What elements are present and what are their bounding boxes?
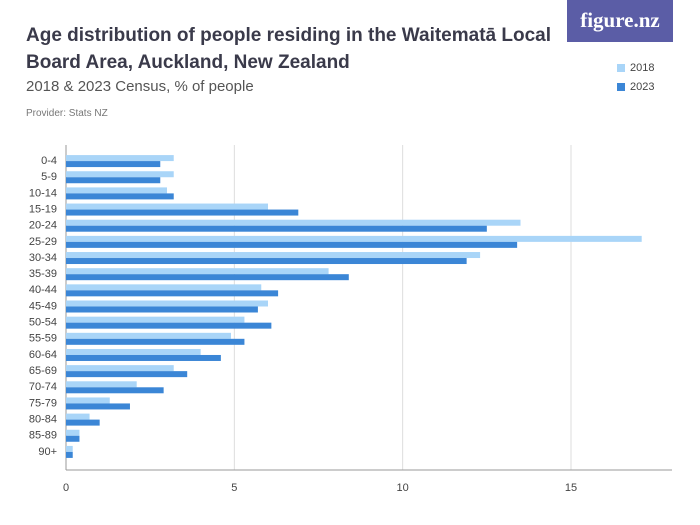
bar <box>66 445 73 452</box>
y-tick-label: 40-44 <box>29 284 57 296</box>
bar <box>66 258 467 265</box>
bar <box>66 435 80 442</box>
bar <box>66 290 279 297</box>
y-tick-label: 30-34 <box>29 252 57 264</box>
chart-title: Age distribution of people residing in t… <box>26 25 552 73</box>
bar <box>66 348 201 355</box>
bar <box>66 332 231 339</box>
bar <box>66 371 188 378</box>
legend-swatch <box>617 64 625 72</box>
bar <box>66 209 299 216</box>
brand-logo: figure.nz <box>567 0 673 42</box>
bar <box>66 419 100 426</box>
bar <box>66 316 245 323</box>
legend-label: 2023 <box>630 81 654 93</box>
legend-label: 2018 <box>630 62 654 74</box>
legend-swatch <box>617 83 625 91</box>
bar <box>66 225 487 232</box>
x-tick-label: 0 <box>63 482 69 494</box>
bar <box>66 381 137 388</box>
y-tick-label: 15-19 <box>29 203 57 215</box>
bar <box>66 397 110 404</box>
y-tick-label: 85-89 <box>29 430 57 442</box>
y-tick-label: 20-24 <box>29 220 57 232</box>
bar <box>66 268 329 275</box>
bar <box>66 155 174 162</box>
bar <box>66 306 258 313</box>
y-tick-label: 0-4 <box>41 155 57 167</box>
bar <box>66 177 161 184</box>
y-tick-label: 35-39 <box>29 268 57 280</box>
y-tick-label: 25-29 <box>29 236 57 248</box>
y-tick-label: 50-54 <box>29 317 57 329</box>
y-tick-label: 60-64 <box>29 349 57 361</box>
bar <box>66 387 164 394</box>
bar <box>66 252 481 259</box>
y-tick-label: 45-49 <box>29 300 57 312</box>
y-tick-label: 55-59 <box>29 333 57 345</box>
bar <box>66 300 268 307</box>
bar <box>66 219 521 226</box>
source: Provider: Stats NZ <box>26 108 108 119</box>
bar <box>66 193 174 200</box>
y-tick-label: 75-79 <box>29 397 57 409</box>
y-tick-label: 10-14 <box>29 187 57 199</box>
bar <box>66 187 167 194</box>
bar <box>66 354 221 361</box>
y-tick-label: 80-84 <box>29 414 57 426</box>
bar <box>66 365 174 372</box>
y-tick-label: 90+ <box>38 446 57 458</box>
bar <box>66 451 73 458</box>
y-tick-label: 70-74 <box>29 381 57 393</box>
bar <box>66 322 272 329</box>
y-tick-label: 65-69 <box>29 365 57 377</box>
bar <box>66 403 130 410</box>
x-tick-label: 15 <box>565 482 577 494</box>
bar <box>66 284 262 291</box>
bar <box>66 338 245 345</box>
x-tick-label: 5 <box>231 482 237 494</box>
bar <box>66 203 268 210</box>
chart-subtitle: 2018 & 2023 Census, % of people <box>26 78 254 95</box>
bar <box>66 235 642 242</box>
bar <box>66 241 518 248</box>
bar <box>66 274 349 281</box>
bar <box>66 413 90 420</box>
x-tick-label: 10 <box>397 482 409 494</box>
bar <box>66 171 174 178</box>
y-tick-label: 5-9 <box>41 171 57 183</box>
bar <box>66 161 161 168</box>
bar <box>66 429 80 436</box>
